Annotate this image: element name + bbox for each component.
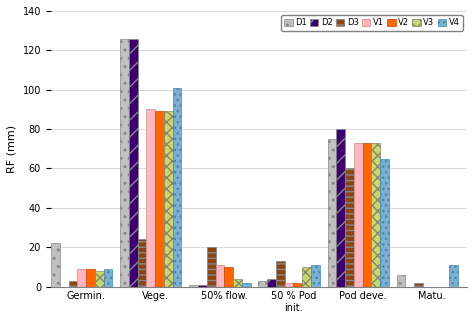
Bar (198, 284, 207, 287)
Bar (380, 159, 389, 287)
Bar (337, 129, 345, 287)
Bar (164, 111, 173, 287)
Legend: D1, D2, D3, V1, V2, V3, V4: D1, D2, D3, V1, V2, V3, V4 (281, 15, 463, 31)
Bar (95, 271, 103, 287)
Bar (120, 38, 129, 287)
Bar (138, 239, 146, 287)
Bar (173, 88, 182, 287)
Bar (242, 283, 251, 287)
Bar (267, 279, 276, 287)
Bar (276, 261, 285, 287)
Bar (293, 283, 302, 287)
Bar (285, 283, 293, 287)
Bar (345, 168, 354, 287)
Bar (69, 281, 77, 287)
Bar (233, 279, 242, 287)
Bar (103, 269, 112, 287)
Bar (86, 269, 95, 287)
Bar (77, 269, 86, 287)
Bar (258, 281, 267, 287)
Bar (224, 267, 233, 287)
Bar (216, 265, 224, 287)
Bar (371, 143, 380, 287)
Bar (449, 265, 458, 287)
Bar (311, 265, 319, 287)
Bar (207, 247, 216, 287)
Y-axis label: RF (mm): RF (mm) (7, 125, 17, 173)
Bar (363, 143, 371, 287)
Bar (397, 275, 405, 287)
Bar (302, 267, 311, 287)
Bar (51, 243, 60, 287)
Bar (129, 38, 138, 287)
Bar (190, 284, 198, 287)
Bar (146, 109, 155, 287)
Bar (414, 283, 423, 287)
Bar (328, 139, 337, 287)
Bar (155, 111, 164, 287)
Bar (354, 143, 363, 287)
